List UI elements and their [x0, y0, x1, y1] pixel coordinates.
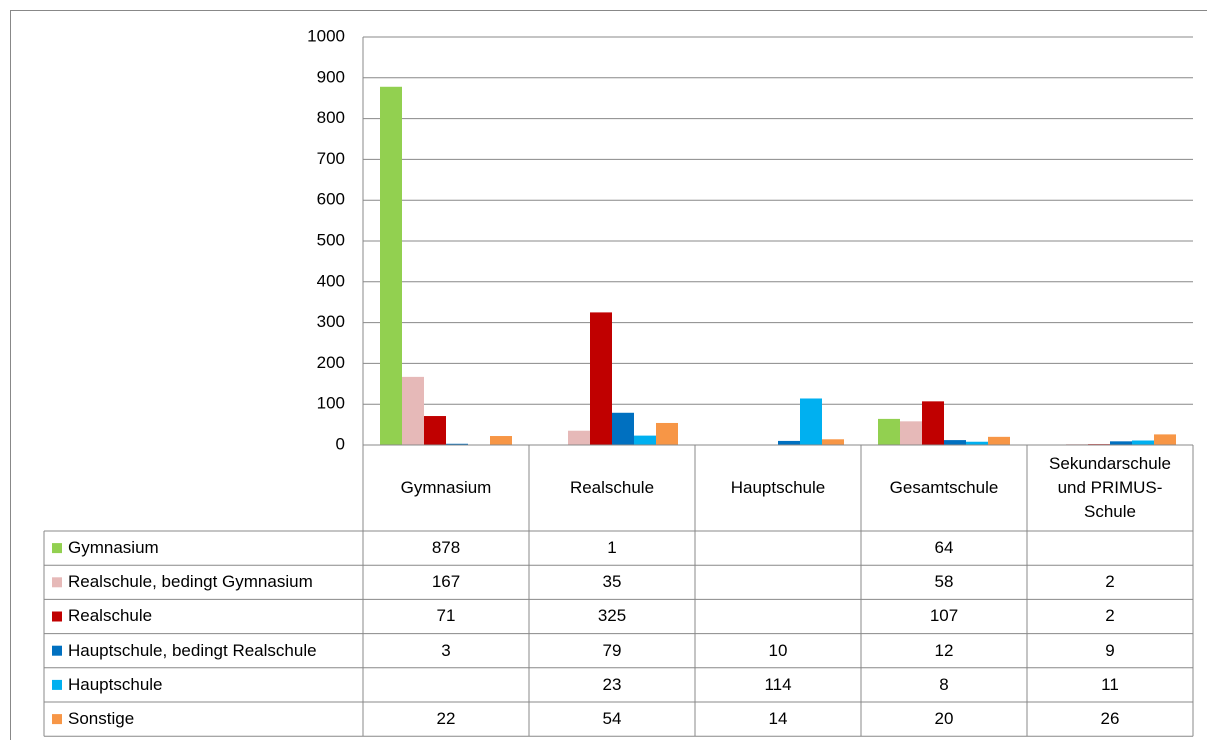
bar: [656, 422, 678, 445]
bar: [1132, 440, 1154, 445]
legend-label: Gymnasium: [68, 538, 159, 558]
data-label: [695, 599, 861, 633]
data-label: [695, 565, 861, 599]
legend-label: Hauptschule, bedingt Realschule: [68, 640, 317, 660]
bar: [1110, 441, 1132, 445]
bar: [922, 401, 944, 445]
data-label: 1: [607, 538, 617, 558]
y-tick-label: 400: [317, 271, 345, 290]
data-label: 35: [602, 572, 622, 592]
bar: [490, 436, 512, 445]
y-tick-label: 700: [317, 149, 345, 168]
data-label: [695, 531, 861, 565]
data-label: 10: [768, 640, 788, 660]
legend-key: [52, 543, 62, 554]
legend-key: [52, 611, 62, 622]
bar: [944, 440, 966, 445]
data-label: 54: [602, 709, 622, 729]
data-label: 26: [1100, 709, 1120, 729]
legend-label: Sonstige: [68, 709, 135, 729]
data-label: 167: [431, 572, 461, 592]
data-label: 64: [934, 538, 954, 558]
legend-key: [52, 679, 62, 690]
bar: [778, 440, 800, 445]
data-label: 71: [436, 606, 456, 626]
y-tick-label: 100: [317, 394, 345, 413]
data-label: 12: [934, 640, 954, 660]
bar: [424, 416, 446, 445]
x-tick-label: Realschule: [569, 478, 655, 497]
data-label: [363, 668, 529, 702]
data-label: 114: [764, 674, 792, 694]
legend-key: [52, 714, 62, 725]
x-tick-label: Hauptschule: [730, 478, 826, 497]
bar: [800, 398, 822, 445]
y-tick-label: 0: [336, 434, 345, 453]
legend-label: Hauptschule: [68, 674, 163, 694]
data-label: 2: [1105, 606, 1115, 626]
y-tick-label: 500: [317, 230, 345, 249]
bar: [900, 421, 922, 445]
data-label: 325: [597, 606, 627, 626]
bar: [446, 443, 468, 445]
frame: [10, 10, 1207, 740]
data-label: 79: [602, 640, 622, 660]
y-tick-label: 300: [317, 312, 345, 331]
x-tick-label: Gesamtschule: [889, 478, 999, 497]
x-tick-label: Sekundarschule und PRIMUS-Schule: [1049, 454, 1171, 521]
y-tick-label: 200: [317, 353, 345, 372]
data-label: 14: [768, 709, 788, 729]
bar: [878, 418, 900, 445]
legend-label: Realschule, bedingt Gymnasium: [68, 572, 313, 592]
data-label: 22: [436, 709, 456, 729]
y-tick-label: 600: [317, 190, 345, 209]
data-label: 8: [939, 674, 949, 694]
legend-label: Realschule: [68, 606, 153, 626]
bar: [590, 312, 612, 445]
data-label: 878: [431, 538, 461, 558]
bar: [402, 376, 424, 445]
bar: [634, 435, 656, 445]
data-label: 58: [934, 572, 954, 592]
y-tick-label: 900: [317, 67, 345, 86]
bar: [988, 436, 1010, 445]
legend-key: [52, 645, 62, 656]
bar: [822, 439, 844, 445]
x-tick-label: Gymnasium: [400, 478, 492, 497]
data-label: [1027, 531, 1193, 565]
data-label: 3: [441, 640, 451, 660]
bar: [568, 430, 590, 445]
data-label: 11: [1101, 674, 1119, 694]
bar: [612, 412, 634, 445]
data-label: 23: [602, 674, 622, 694]
bar: [1154, 434, 1176, 445]
data-label: 107: [929, 606, 959, 626]
bar: [966, 441, 988, 445]
legend-key: [52, 577, 62, 588]
y-tick-label: 800: [317, 108, 345, 127]
data-label: 2: [1105, 572, 1115, 592]
y-tick-label: 1000: [307, 26, 345, 45]
bar: [380, 86, 402, 445]
data-label: 9: [1105, 640, 1115, 660]
data-label: 20: [934, 709, 954, 729]
